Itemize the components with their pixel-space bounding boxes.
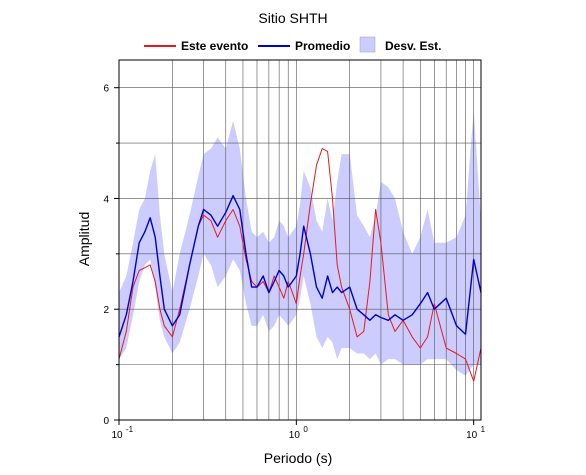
series-line-promedio xyxy=(118,195,482,338)
series-layer xyxy=(118,148,482,382)
x-axis-label: Periodo (s) xyxy=(264,450,332,466)
x-tick-label: 10 xyxy=(111,430,123,441)
x-tick-label: 10 xyxy=(466,430,478,441)
y-tick-label: 2 xyxy=(103,305,109,316)
series-line-este-evento xyxy=(118,148,482,382)
y-tick-label: 4 xyxy=(103,194,109,205)
x-tick-exponent: 0 xyxy=(303,425,308,434)
y-tick-label: 6 xyxy=(103,84,109,95)
std-band xyxy=(119,109,481,376)
legend-swatch-desv-est xyxy=(359,36,376,53)
std-band-layer xyxy=(119,109,481,376)
x-tick-exponent: 1 xyxy=(481,425,486,434)
legend: Este evento Promedio Desv. Est. xyxy=(144,36,441,53)
grid xyxy=(119,60,481,420)
plot-frame xyxy=(118,59,482,421)
y-axis-label: Amplitud xyxy=(76,212,92,266)
legend-label-este-evento: Este evento xyxy=(181,39,248,53)
y-tick-labels: 0 2 4 6 xyxy=(103,84,119,427)
legend-label-desv-est: Desv. Est. xyxy=(385,39,441,53)
legend-label-promedio: Promedio xyxy=(295,39,350,53)
x-tick-exponent: -1 xyxy=(126,425,134,434)
chart-title: Sitio SHTH xyxy=(258,10,327,26)
x-tick-label: 10 xyxy=(289,430,301,441)
y-tick-label: 0 xyxy=(103,416,109,427)
